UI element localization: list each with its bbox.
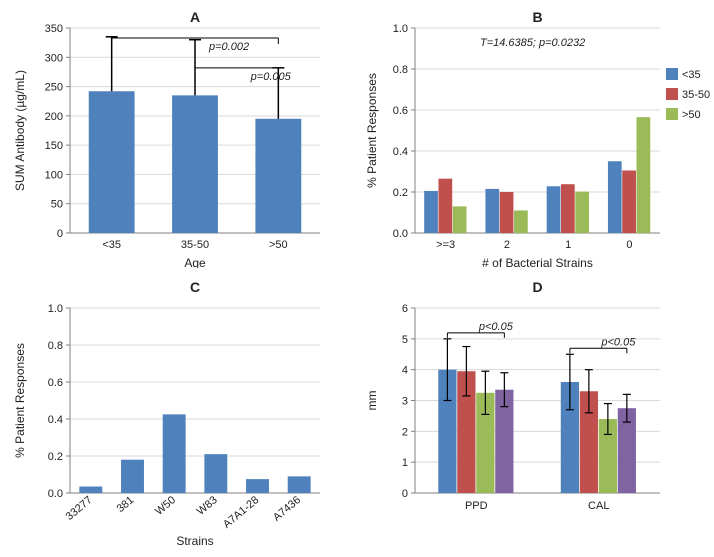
- svg-text:381: 381: [115, 494, 137, 515]
- svg-text:1.0: 1.0: [393, 23, 408, 35]
- svg-text:1: 1: [402, 457, 408, 469]
- svg-text:0.6: 0.6: [393, 105, 408, 117]
- svg-text:35-50: 35-50: [181, 239, 209, 251]
- svg-text:<35: <35: [102, 239, 121, 251]
- bar: [288, 476, 311, 493]
- svg-text:0: 0: [626, 239, 632, 251]
- svg-text:W83: W83: [195, 494, 220, 518]
- bar: [500, 192, 514, 233]
- svg-text:CAL: CAL: [588, 500, 609, 512]
- bar: [637, 117, 651, 233]
- bar: [79, 487, 102, 493]
- svg-text:33277: 33277: [64, 494, 95, 523]
- svg-text:>=3: >=3: [436, 239, 455, 251]
- bar: [89, 91, 135, 233]
- svg-text:D: D: [532, 279, 542, 295]
- svg-text:% Patient Responses: % Patient Responses: [13, 343, 27, 458]
- bar: [163, 414, 186, 493]
- svg-text:0.6: 0.6: [48, 377, 63, 389]
- bar: [608, 161, 622, 233]
- legend-swatch: [666, 68, 678, 80]
- svg-text:0.0: 0.0: [393, 228, 408, 240]
- svg-text:W50: W50: [153, 494, 178, 518]
- bar: [622, 170, 636, 233]
- panel-a: A 0 50 100 150 200 250 300 350 <35 35-50 >50 p=0.002…: [8, 8, 348, 268]
- svg-text:A7A1-28: A7A1-28: [221, 494, 262, 531]
- svg-text:150: 150: [45, 140, 63, 152]
- svg-text:>50: >50: [269, 239, 288, 251]
- svg-text:p=0.002: p=0.002: [208, 41, 249, 53]
- svg-text:PPD: PPD: [465, 500, 488, 512]
- bar: [438, 179, 452, 233]
- bar: [561, 184, 575, 233]
- svg-text:Age: Age: [184, 256, 206, 268]
- bar: [485, 189, 499, 233]
- legend-swatch: [666, 108, 678, 120]
- svg-text:p=0.005: p=0.005: [250, 71, 292, 83]
- svg-text:2: 2: [402, 426, 408, 438]
- svg-text:0.0: 0.0: [48, 488, 63, 500]
- svg-text:B: B: [532, 9, 542, 25]
- legend-label: >50: [682, 109, 701, 121]
- bar: [514, 210, 528, 233]
- svg-text:0.8: 0.8: [48, 340, 63, 352]
- svg-text:50: 50: [51, 199, 63, 211]
- svg-text:6: 6: [402, 303, 408, 315]
- bar: [121, 460, 144, 493]
- bar: [424, 191, 438, 233]
- svg-text:0.2: 0.2: [393, 187, 408, 199]
- panel-b: B 0.0 0.2 0.4 0.6 0.8 1.0 >=3 2 1 0 # of Bacterial …: [360, 8, 710, 268]
- svg-text:0.4: 0.4: [393, 146, 408, 158]
- svg-text:T=14.6385; p=0.0232: T=14.6385; p=0.0232: [480, 37, 585, 49]
- bar: [575, 192, 589, 233]
- bar: [255, 119, 301, 233]
- bar: [547, 186, 561, 233]
- legend-label: 35-50: [682, 89, 710, 101]
- svg-text:2: 2: [504, 239, 510, 251]
- svg-text:% Patient Responses: % Patient Responses: [365, 73, 379, 188]
- svg-text:0.2: 0.2: [48, 451, 63, 463]
- svg-text:p<0.05: p<0.05: [478, 321, 514, 333]
- svg-text:Strains: Strains: [176, 534, 213, 548]
- svg-text:0: 0: [57, 228, 63, 240]
- legend-swatch: [666, 88, 678, 100]
- svg-text:0.4: 0.4: [48, 414, 63, 426]
- svg-text:5: 5: [402, 334, 408, 346]
- svg-text:200: 200: [45, 111, 63, 123]
- svg-text:350: 350: [45, 23, 63, 35]
- bar: [172, 95, 218, 233]
- svg-text:C: C: [190, 279, 200, 295]
- panel-d: D 0 1 2 3 4 5 6 p<0.05 PPD p<0.05 CAL mm: [360, 278, 710, 553]
- svg-text:300: 300: [45, 52, 63, 64]
- panel-c: C 0.0 0.2 0.4 0.6 0.8 1.0 33277 381 W50 W83A7A1-28…: [8, 278, 348, 553]
- svg-text:1.0: 1.0: [48, 303, 63, 315]
- bar: [204, 454, 227, 493]
- legend-label: <35: [682, 69, 701, 81]
- svg-text:A7436: A7436: [271, 494, 303, 524]
- svg-text:0.8: 0.8: [393, 64, 408, 76]
- svg-text:100: 100: [45, 169, 63, 181]
- svg-text:4: 4: [402, 365, 408, 377]
- svg-text:1: 1: [565, 239, 571, 251]
- svg-text:SUM Antibody (µg/mL): SUM Antibody (µg/mL): [13, 70, 27, 191]
- bar: [453, 206, 467, 233]
- svg-text:3: 3: [402, 396, 408, 408]
- bar: [246, 479, 269, 493]
- svg-text:# of Bacterial Strains: # of Bacterial Strains: [482, 256, 593, 268]
- svg-text:A: A: [190, 9, 200, 25]
- svg-text:mm: mm: [365, 391, 379, 411]
- svg-text:p<0.05: p<0.05: [600, 336, 636, 348]
- svg-text:250: 250: [45, 82, 63, 94]
- svg-text:0: 0: [402, 488, 408, 500]
